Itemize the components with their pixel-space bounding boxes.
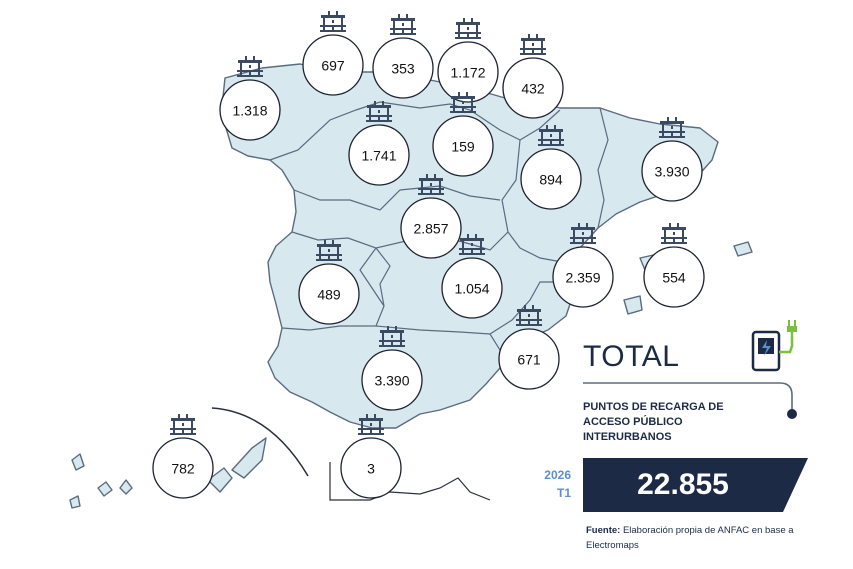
region-value: 3.390 — [374, 373, 409, 389]
region-value: 782 — [171, 461, 195, 477]
region-value: 159 — [451, 139, 475, 155]
region-bubble-circle — [219, 79, 281, 141]
region-bubble-circle — [152, 437, 214, 499]
total-value: 22.855 — [637, 468, 729, 501]
canary-island-5 — [207, 467, 233, 493]
region-bubble: 554 — [643, 223, 705, 308]
region-value: 353 — [391, 61, 415, 77]
source-note: Fuente: Elaboración propia de ANFAC en b… — [586, 523, 796, 553]
period-label: 2026 T1 — [525, 466, 571, 502]
region-bubble: 489 — [298, 240, 360, 325]
region-value: 671 — [517, 352, 541, 368]
charger-icon — [390, 14, 416, 35]
region-bubble-circle — [552, 246, 614, 308]
region-bubble: 3 — [340, 414, 402, 499]
region-value: 2.359 — [565, 270, 600, 286]
region-value: 489 — [317, 287, 341, 303]
canary-island-2 — [71, 453, 85, 471]
region-bubble: 782 — [152, 414, 214, 499]
canary-island-6 — [231, 437, 267, 479]
region-bubble-circle — [348, 124, 410, 186]
source-label: Fuente: — [586, 525, 621, 536]
region-value: 3 — [367, 461, 375, 477]
region-bubble: 1.054 — [441, 234, 503, 319]
region-bubble-circle — [298, 263, 360, 325]
region-bubble: 432 — [502, 34, 564, 119]
region-bubble: 3.930 — [641, 117, 703, 202]
region-bubble: 3.390 — [361, 326, 423, 411]
balearic-small-island — [733, 241, 753, 257]
region-bubble: 894 — [520, 125, 582, 210]
charger-icon — [661, 223, 687, 244]
region-bubble-circle — [400, 197, 462, 259]
region-value: 554 — [662, 270, 686, 286]
total-box — [583, 458, 808, 512]
region-bubble: 1.318 — [219, 56, 281, 141]
region-bubble-circle — [641, 140, 703, 202]
ceuta-melilla-inset — [329, 462, 491, 501]
charger-icon — [170, 414, 196, 435]
canary-island-3 — [97, 481, 113, 497]
region-bubble: 159 — [432, 92, 494, 177]
region-bubble-circle — [437, 41, 499, 103]
region-bubble-circle — [441, 257, 503, 319]
region-bubble-circle — [498, 328, 560, 390]
canary-inset-divider — [211, 407, 309, 477]
region-bubble: 671 — [498, 305, 560, 390]
charger-icon — [237, 56, 263, 77]
region-bubble-circle — [520, 148, 582, 210]
region-bubble: 2.857 — [400, 174, 462, 259]
quarter-label: T1 — [556, 486, 571, 500]
source-text: Elaboración propia de ANFAC en base a El… — [586, 525, 794, 551]
region-bubble: 353 — [372, 14, 434, 99]
region-value: 3.930 — [654, 164, 689, 180]
region-bubble-circle — [302, 34, 364, 96]
region-bubble-circle — [502, 57, 564, 119]
region-bubble: 697 — [302, 11, 364, 96]
region-bubble: 1.172 — [437, 18, 499, 103]
region-value: 1.172 — [450, 65, 485, 81]
region-value: 2.857 — [413, 221, 448, 237]
region-value: 697 — [321, 58, 345, 74]
region-value: 1.054 — [454, 281, 489, 297]
total-title: TOTAL — [583, 340, 680, 373]
region-value: 1.741 — [361, 148, 396, 164]
region-bubble-circle — [340, 437, 402, 499]
region-bubble-circle — [372, 37, 434, 99]
balearic-small-island-2 — [623, 295, 643, 315]
charger-icon — [320, 11, 346, 32]
total-subtitle: PUNTOS DE RECARGA DE ACCESO PÚBLICO INTE… — [583, 401, 724, 443]
charger-icon — [659, 117, 685, 138]
region-bubble: 2.359 — [552, 223, 614, 308]
region-bubble-circle — [361, 349, 423, 411]
charger-icon — [455, 18, 481, 39]
region-bubble-circle — [643, 246, 705, 308]
region-value: 432 — [521, 81, 545, 97]
canary-islands — [119, 479, 133, 495]
region-value: 894 — [539, 172, 563, 188]
region-bubble: 1.741 — [348, 101, 410, 186]
canary-island-4 — [69, 495, 81, 509]
region-value: 1.318 — [232, 103, 267, 119]
ev-charger-station-icon — [583, 320, 797, 419]
year-label: 2026 — [544, 468, 571, 482]
charger-icon — [520, 34, 546, 55]
region-bubble-circle — [432, 115, 494, 177]
